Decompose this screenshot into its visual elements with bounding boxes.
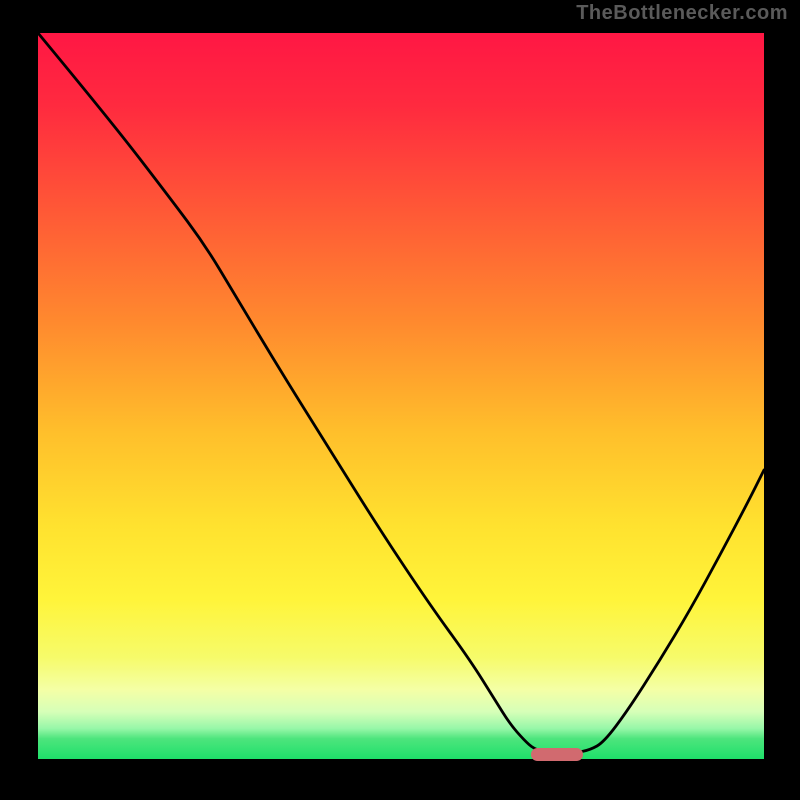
plot-background <box>38 33 764 759</box>
optimal-marker <box>531 748 583 761</box>
watermark-text: TheBottlenecker.com <box>576 2 788 25</box>
bottleneck-chart <box>0 0 800 800</box>
chart-container: { "canvas": { "width": 800, "height": 80… <box>0 0 800 800</box>
